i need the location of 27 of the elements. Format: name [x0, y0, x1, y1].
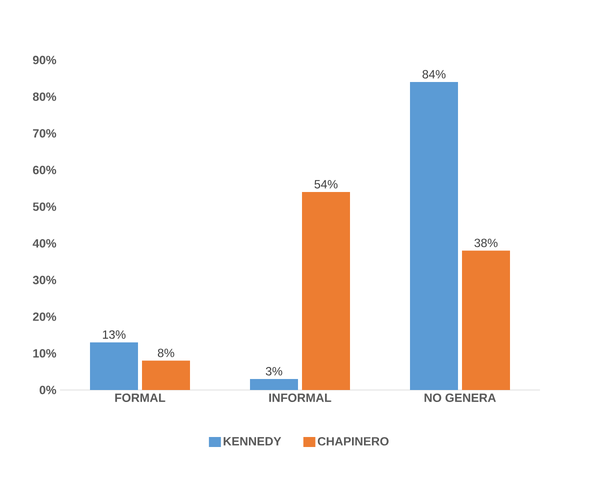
bar	[250, 379, 298, 390]
y-tick-label: 30%	[32, 276, 56, 284]
bar	[142, 360, 190, 390]
y-tick-label: 60%	[32, 166, 56, 174]
x-tick-label: FORMAL	[115, 394, 166, 402]
y-tick-label: 40%	[32, 239, 56, 248]
data-label: 8%	[158, 348, 174, 358]
y-tick-label: 20%	[32, 312, 56, 321]
data-label: 13%	[102, 330, 126, 339]
data-label: 54%	[314, 180, 338, 188]
bar	[302, 192, 350, 390]
bar	[410, 82, 458, 390]
y-tick-label: 70%	[33, 129, 56, 138]
y-tick-label: 0%	[40, 386, 56, 394]
legend-label: CHAPINERO	[318, 437, 389, 446]
data-label: 3%	[266, 367, 282, 376]
x-tick-label: NO GENERA	[424, 394, 496, 402]
legend-label: KENNEDY	[224, 437, 282, 446]
y-tick-label: 50%	[32, 202, 56, 211]
y-tick-label: 90%	[32, 56, 56, 64]
bar	[462, 250, 510, 390]
x-tick-label: INFORMAL	[269, 394, 332, 402]
bar	[90, 342, 138, 390]
y-tick-label: 10%	[33, 349, 56, 358]
data-label: 38%	[474, 238, 498, 248]
y-tick-label: 80%	[32, 92, 56, 101]
data-label: 84%	[422, 70, 446, 78]
